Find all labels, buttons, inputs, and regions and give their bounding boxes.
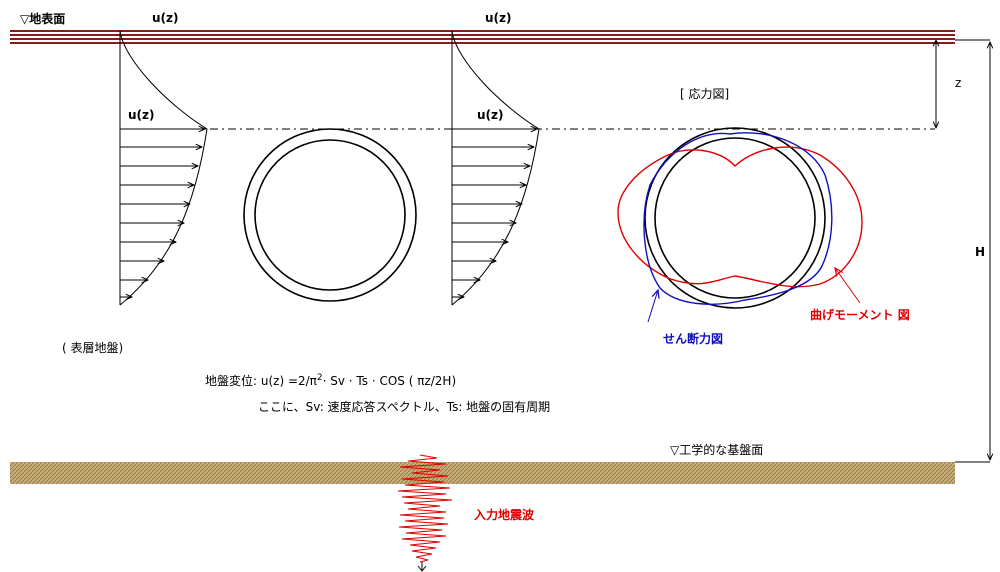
formula-suffix: · Sv · Ts · COS ( πz/2H) <box>322 374 457 388</box>
input-wave-arrowhead <box>417 565 427 572</box>
z-label: z <box>955 76 962 90</box>
shear-force-pointer <box>647 290 658 323</box>
where-line: ここに、Sv: 速度応答スペクトル、Ts: 地盤の固有周期 <box>258 400 551 414</box>
u-label-top-left: u(z) <box>152 11 179 25</box>
shear-force-label: せん断力図 <box>663 332 724 346</box>
dimension-h <box>955 39 990 463</box>
formula-line: 地盤変位: u(z) =2/π2· Sv · Ts · COS ( πz/2H) <box>205 371 456 388</box>
u-label-mid-right: u(z) <box>477 108 504 122</box>
ground-surface-label: ▽地表面 <box>20 12 66 26</box>
formula-sup: 2 <box>316 373 323 383</box>
input-wave-label: 入力地震波 <box>474 508 535 522</box>
ground-surface-band <box>10 30 955 45</box>
h-label: H <box>975 245 986 259</box>
stress-diagram-label: [ 応力図] <box>680 87 730 101</box>
bedrock-label: ▽工学的な基盤面 <box>670 443 764 457</box>
tunnel-ring-left <box>243 128 417 302</box>
displacement-profile-right <box>451 30 540 306</box>
bending-moment-label: 曲げモーメント 図 <box>810 308 910 322</box>
displacement-profile-left <box>119 30 208 306</box>
surface-layer-label: ( 表層地盤) <box>62 341 124 355</box>
input-seismic-wave <box>397 454 453 563</box>
shear-force-curve <box>643 132 833 305</box>
u-label-mid-left: u(z) <box>128 108 155 122</box>
tunnel-ring-stress <box>644 127 826 309</box>
bedrock-band <box>10 462 955 484</box>
u-label-top-right: u(z) <box>485 11 512 25</box>
formula-prefix: 地盤変位: u(z) =2/π <box>205 374 317 388</box>
bending-moment-curve <box>617 146 863 288</box>
bending-moment-pointer <box>835 268 861 304</box>
